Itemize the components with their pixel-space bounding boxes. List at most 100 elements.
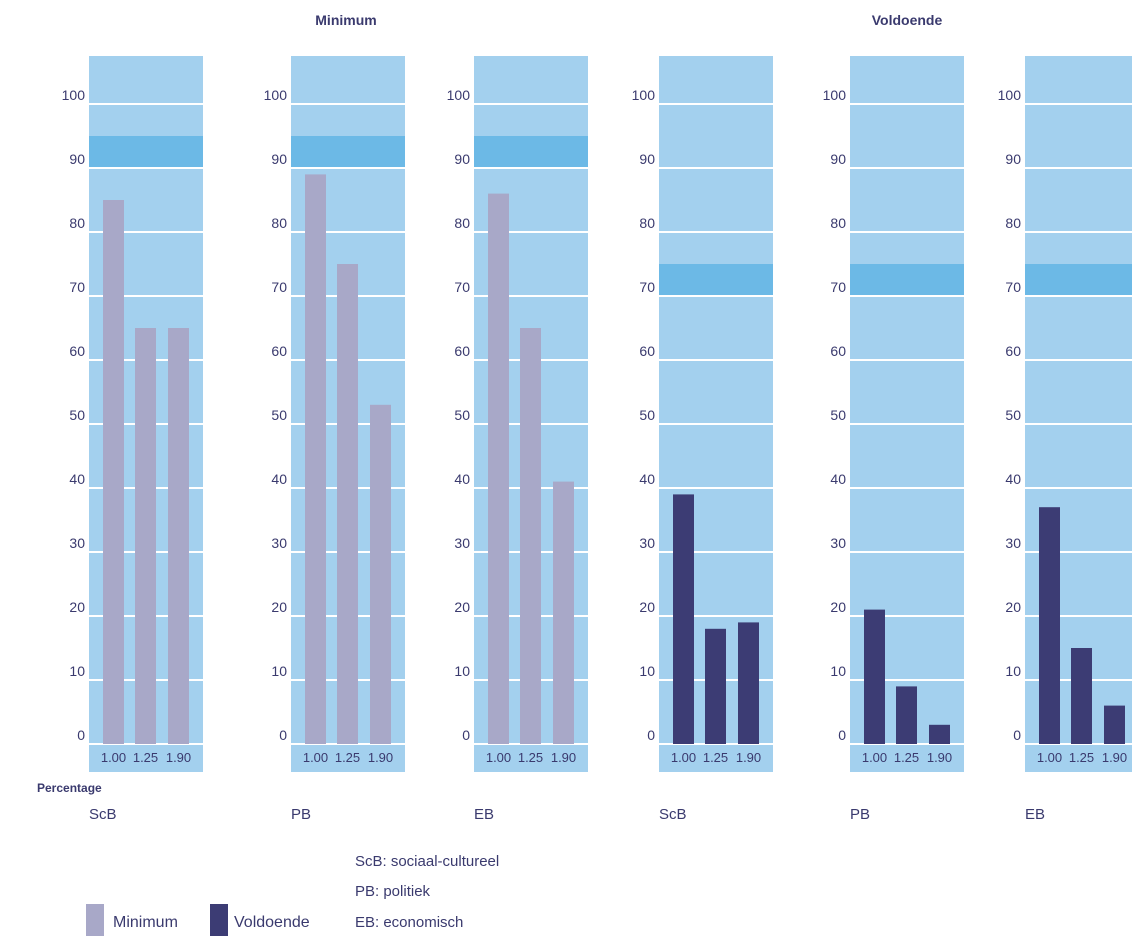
x-tick-label: 1.25 bbox=[334, 750, 361, 765]
y-tick-label: 90 bbox=[271, 151, 287, 167]
x-tick-label: 1.00 bbox=[861, 750, 888, 765]
y-tick-label: 30 bbox=[1005, 535, 1021, 551]
target-band bbox=[850, 264, 964, 296]
y-tick-label: 0 bbox=[462, 727, 470, 743]
y-tick-label: 80 bbox=[639, 215, 655, 231]
y-tick-label: 70 bbox=[69, 279, 85, 295]
y-tick-label: 20 bbox=[271, 599, 287, 615]
y-tick-label: 90 bbox=[454, 151, 470, 167]
y-tick-label: 30 bbox=[69, 535, 85, 551]
legend-swatch-voldoende bbox=[210, 904, 228, 936]
y-tick-label: 90 bbox=[830, 151, 846, 167]
y-tick-label: 0 bbox=[838, 727, 846, 743]
panel-label: PB bbox=[291, 806, 312, 823]
y-axis-label: Percentage bbox=[37, 781, 102, 795]
x-tick-label: 1.25 bbox=[893, 750, 920, 765]
x-tick-label: 1.25 bbox=[702, 750, 729, 765]
panel-label: PB bbox=[850, 806, 871, 823]
bar bbox=[673, 494, 694, 744]
y-tick-label: 90 bbox=[69, 151, 85, 167]
y-tick-label: 100 bbox=[263, 87, 287, 103]
y-tick-label: 80 bbox=[271, 215, 287, 231]
y-tick-label: 10 bbox=[639, 663, 655, 679]
bar bbox=[1039, 507, 1060, 744]
x-tick-label: 1.90 bbox=[1101, 750, 1128, 765]
y-tick-label: 80 bbox=[69, 215, 85, 231]
y-tick-label: 30 bbox=[830, 535, 846, 551]
y-tick-label: 60 bbox=[1005, 343, 1021, 359]
group-title-voldoende: Voldoende bbox=[871, 12, 943, 28]
x-tick-label: 1.90 bbox=[926, 750, 953, 765]
y-tick-label: 70 bbox=[830, 279, 846, 295]
target-band bbox=[1025, 264, 1132, 296]
x-tick-label: 1.25 bbox=[1068, 750, 1095, 765]
y-tick-label: 90 bbox=[639, 151, 655, 167]
y-tick-label: 10 bbox=[271, 663, 287, 679]
bar bbox=[864, 609, 885, 744]
y-tick-label: 60 bbox=[830, 343, 846, 359]
y-tick-label: 0 bbox=[647, 727, 655, 743]
y-tick-label: 40 bbox=[639, 471, 655, 487]
y-tick-label: 50 bbox=[830, 407, 846, 423]
y-tick-label: 0 bbox=[1013, 727, 1021, 743]
bar bbox=[929, 724, 950, 744]
y-tick-label: 60 bbox=[454, 343, 470, 359]
x-tick-label: 1.90 bbox=[165, 750, 192, 765]
note-scb: ScB: sociaal-cultureel bbox=[355, 853, 500, 870]
bar bbox=[1071, 648, 1092, 744]
y-tick-label: 10 bbox=[454, 663, 470, 679]
y-tick-label: 20 bbox=[830, 599, 846, 615]
bar bbox=[896, 686, 917, 744]
y-tick-label: 70 bbox=[454, 279, 470, 295]
bar bbox=[305, 174, 326, 744]
y-tick-label: 40 bbox=[1005, 471, 1021, 487]
panel-label: ScB bbox=[659, 806, 687, 823]
x-tick-label: 1.00 bbox=[670, 750, 697, 765]
y-tick-label: 100 bbox=[822, 87, 846, 103]
x-tick-label: 1.00 bbox=[485, 750, 512, 765]
y-tick-label: 40 bbox=[69, 471, 85, 487]
x-tick-label: 1.90 bbox=[735, 750, 762, 765]
y-tick-label: 80 bbox=[454, 215, 470, 231]
y-tick-label: 10 bbox=[69, 663, 85, 679]
bar bbox=[1104, 705, 1125, 744]
y-tick-label: 20 bbox=[454, 599, 470, 615]
y-tick-label: 70 bbox=[1005, 279, 1021, 295]
y-tick-label: 60 bbox=[271, 343, 287, 359]
target-band bbox=[291, 136, 405, 168]
bar bbox=[705, 628, 726, 744]
y-tick-label: 50 bbox=[454, 407, 470, 423]
y-tick-label: 100 bbox=[446, 87, 470, 103]
panel-label: EB bbox=[1025, 806, 1046, 823]
target-band bbox=[474, 136, 588, 168]
group-title-minimum: Minimum bbox=[315, 12, 377, 28]
y-tick-label: 60 bbox=[639, 343, 655, 359]
x-tick-label: 1.25 bbox=[132, 750, 159, 765]
y-tick-label: 80 bbox=[1005, 215, 1021, 231]
legend-label-minimum: Minimum bbox=[113, 914, 178, 931]
target-band bbox=[89, 136, 203, 168]
x-tick-label: 1.00 bbox=[100, 750, 127, 765]
y-tick-label: 20 bbox=[1005, 599, 1021, 615]
x-tick-label: 1.00 bbox=[1036, 750, 1063, 765]
x-tick-label: 1.90 bbox=[550, 750, 577, 765]
y-tick-label: 70 bbox=[271, 279, 287, 295]
bar bbox=[103, 200, 124, 744]
bar bbox=[337, 264, 358, 744]
y-tick-label: 10 bbox=[830, 663, 846, 679]
y-tick-label: 40 bbox=[271, 471, 287, 487]
y-tick-label: 50 bbox=[271, 407, 287, 423]
y-tick-label: 30 bbox=[639, 535, 655, 551]
legend-label-voldoende: Voldoende bbox=[234, 914, 310, 931]
bar bbox=[553, 481, 574, 744]
panel-label: ScB bbox=[89, 806, 117, 823]
bar bbox=[520, 328, 541, 744]
y-tick-label: 30 bbox=[454, 535, 470, 551]
y-tick-label: 10 bbox=[1005, 663, 1021, 679]
y-tick-label: 100 bbox=[997, 87, 1021, 103]
x-tick-label: 1.90 bbox=[367, 750, 394, 765]
y-tick-label: 0 bbox=[77, 727, 85, 743]
panel-label: EB bbox=[474, 806, 495, 823]
y-tick-label: 50 bbox=[1005, 407, 1021, 423]
bar bbox=[488, 193, 509, 745]
